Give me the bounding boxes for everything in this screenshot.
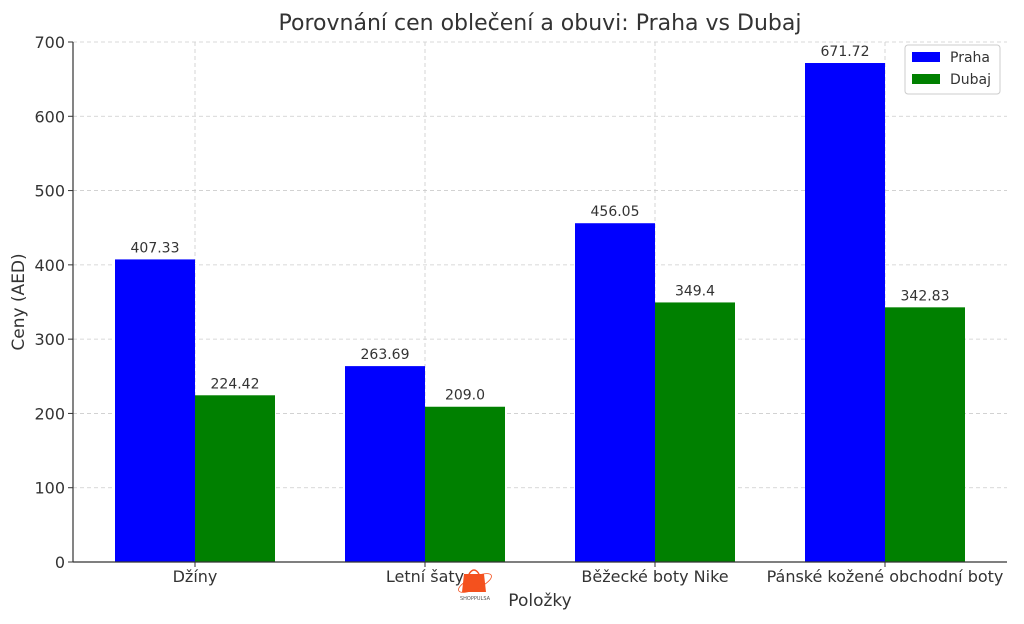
- watermark-logo: SHOPPULSA: [458, 569, 492, 602]
- bag-handle-icon: [468, 569, 480, 575]
- data-label: 671.72: [821, 44, 870, 60]
- x-tick-label: Běžecké boty Nike: [581, 567, 728, 586]
- bar-praha: [575, 223, 655, 562]
- legend-swatch-praha: [912, 52, 940, 62]
- x-tick-label: Pánské kožené obchodní boty: [767, 567, 1004, 586]
- bar-praha: [115, 259, 195, 562]
- y-tick-label: 600: [34, 107, 65, 126]
- x-axis-label: Položky: [508, 591, 571, 611]
- y-tick-label: 500: [34, 182, 65, 201]
- y-tick-label: 700: [34, 33, 65, 52]
- y-tick-label: 300: [34, 330, 65, 349]
- data-label: 349.4: [675, 283, 715, 299]
- chart-title: Porovnání cen oblečení a obuvi: Praha vs…: [279, 11, 802, 36]
- x-tick-label: Letní šaty: [386, 567, 464, 586]
- data-label: 342.83: [901, 288, 950, 304]
- data-label: 456.05: [591, 204, 640, 220]
- legend-label-praha: Praha: [950, 50, 990, 66]
- bar-dubaj: [425, 406, 505, 562]
- data-label: 209.0: [445, 388, 485, 404]
- bar-dubaj: [885, 307, 965, 562]
- data-label: 224.42: [211, 376, 260, 392]
- bar-praha: [805, 63, 885, 563]
- y-tick-label: 400: [34, 256, 65, 275]
- axes: [72, 42, 1007, 563]
- bar-dubaj: [195, 395, 275, 562]
- data-label: 407.33: [131, 240, 180, 256]
- watermark-text: SHOPPULSA: [460, 596, 491, 602]
- legend-label-dubaj: Dubaj: [950, 72, 991, 88]
- bars: 407.33 263.69 456.05 671.72 224.42 209.0 349.4…: [115, 44, 965, 563]
- bar-praha: [345, 366, 425, 562]
- y-tick-label: 0: [55, 553, 65, 572]
- bar-dubaj: [655, 302, 735, 562]
- y-axis-label: Ceny (AED): [9, 253, 29, 350]
- data-label: 263.69: [361, 347, 410, 363]
- legend: Praha Dubaj: [904, 44, 1001, 95]
- y-tick-label: 100: [34, 479, 65, 498]
- orbit-ring-icon: [458, 573, 492, 593]
- legend-swatch-dubaj: [912, 74, 940, 84]
- ticks: 0 100 200 300 400 500 600 700 Džíny Letní šaty Běž…: [34, 33, 1003, 586]
- x-tick-label: Džíny: [173, 567, 218, 586]
- y-tick-label: 200: [34, 404, 65, 423]
